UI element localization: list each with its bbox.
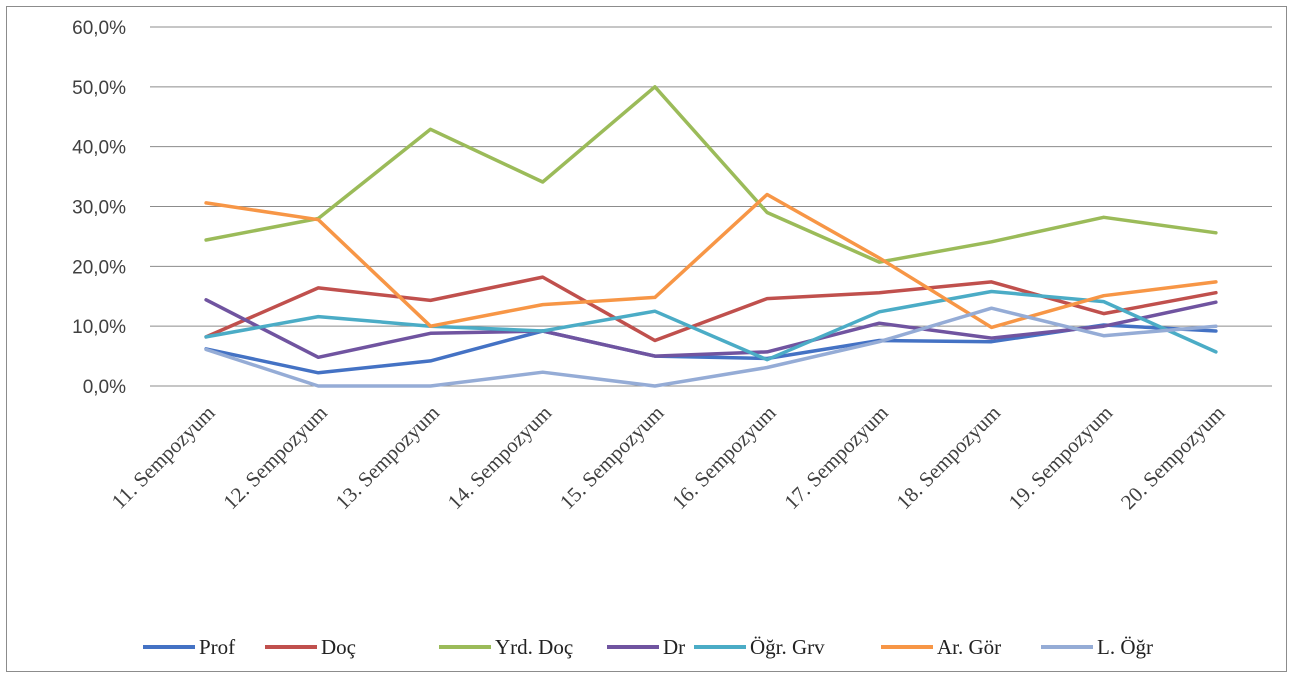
legend-item: Öğr. Grv (694, 635, 825, 659)
series-line-ar-g-r (204, 192, 1218, 330)
legend-label: Öğr. Grv (750, 635, 825, 659)
legend-item: Yrd. Doç (439, 635, 573, 659)
y-tick-label: 30,0% (72, 198, 126, 219)
legend-item: Doç (265, 635, 356, 659)
x-tick-label: 12. Sempozyum (218, 401, 331, 514)
legend-item: L. Öğr (1041, 635, 1153, 659)
legend-label: L. Öğr (1097, 635, 1153, 659)
y-tick-label: 60,0% (72, 18, 126, 39)
x-tick-label: 19. Sempozyum (1004, 401, 1117, 514)
x-tick-label: 15. Sempozyum (555, 401, 668, 514)
legend-item: Prof (143, 635, 235, 659)
series-line-dr (204, 298, 1218, 360)
series-line--r-grv (204, 289, 1218, 362)
x-tick-label: 11. Sempozyum (107, 401, 220, 514)
y-axis-ticks: 0,0% 10,0% 20,0% 30,0% 40,0% 50,0% 60,0% (72, 18, 126, 398)
legend-item: Dr (607, 635, 685, 659)
legend-label: Yrd. Doç (495, 635, 573, 659)
legend-label: Ar. Gör (937, 635, 1001, 659)
x-tick-label: 16. Sempozyum (667, 401, 780, 514)
x-tick-label: 14. Sempozyum (443, 401, 556, 514)
x-tick-label: 20. Sempozyum (1116, 401, 1229, 514)
y-tick-label: 20,0% (72, 257, 126, 278)
x-tick-label: 17. Sempozyum (779, 401, 892, 514)
legend-label: Prof (199, 635, 235, 659)
legend-label: Doç (321, 635, 356, 659)
series-line-yrd-do- (204, 85, 1218, 264)
y-tick-label: 0,0% (83, 377, 126, 398)
chart-frame (6, 6, 1287, 672)
series-lines (204, 85, 1218, 388)
y-tick-label: 50,0% (72, 78, 126, 99)
x-tick-label: 13. Sempozyum (331, 401, 444, 514)
legend-label: Dr (663, 635, 685, 659)
legend: Prof Doç Yrd. Doç Dr Öğr. Grv Ar. Gör L. Öğr (143, 635, 1153, 659)
series-line-l-r (204, 306, 1218, 388)
x-tick-label: 18. Sempozyum (892, 401, 1005, 514)
y-tick-label: 10,0% (72, 317, 126, 338)
gridlines (150, 26, 1272, 387)
y-tick-label: 40,0% (72, 138, 126, 159)
legend-item: Ar. Gör (881, 635, 1001, 659)
